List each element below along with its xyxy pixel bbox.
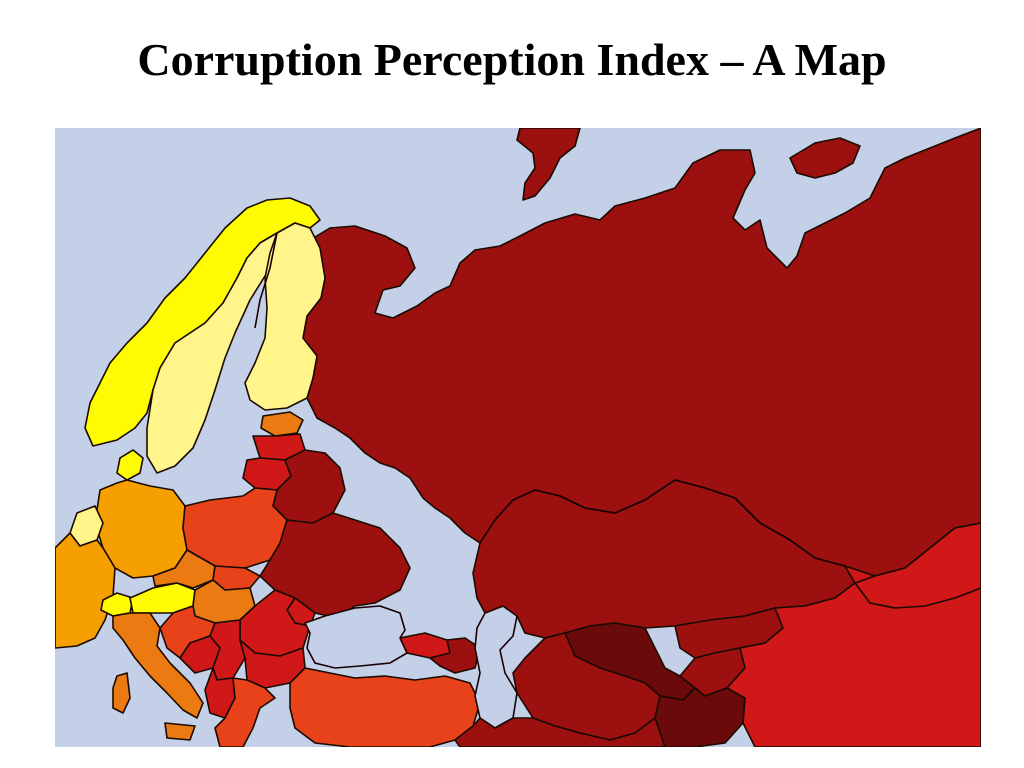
region-iran	[454, 717, 666, 747]
region-italy	[112, 612, 204, 719]
region-russia	[302, 128, 981, 577]
map-svg	[55, 128, 981, 747]
region-serbia	[209, 619, 246, 681]
region-mongolia	[854, 522, 981, 609]
region-turkey	[289, 667, 481, 747]
border-finland-sweden	[254, 232, 278, 329]
region-sicily	[164, 722, 196, 741]
slide-title: Corruption Perception Index – A Map	[137, 34, 887, 85]
region-severnaya-zemlya	[789, 137, 861, 179]
region-france	[55, 532, 116, 649]
region-novaya-zemlya	[516, 128, 581, 201]
region-finland	[244, 222, 326, 411]
border-kazakhstan-russia	[479, 479, 846, 567]
region-sweden	[146, 232, 291, 474]
region-estonia	[260, 411, 304, 437]
region-denmark	[116, 449, 144, 481]
black-sea	[303, 605, 409, 669]
region-greece	[214, 677, 276, 747]
region-azerbaijan	[429, 637, 481, 674]
corruption-map	[55, 128, 981, 747]
region-sardinia	[112, 672, 131, 714]
